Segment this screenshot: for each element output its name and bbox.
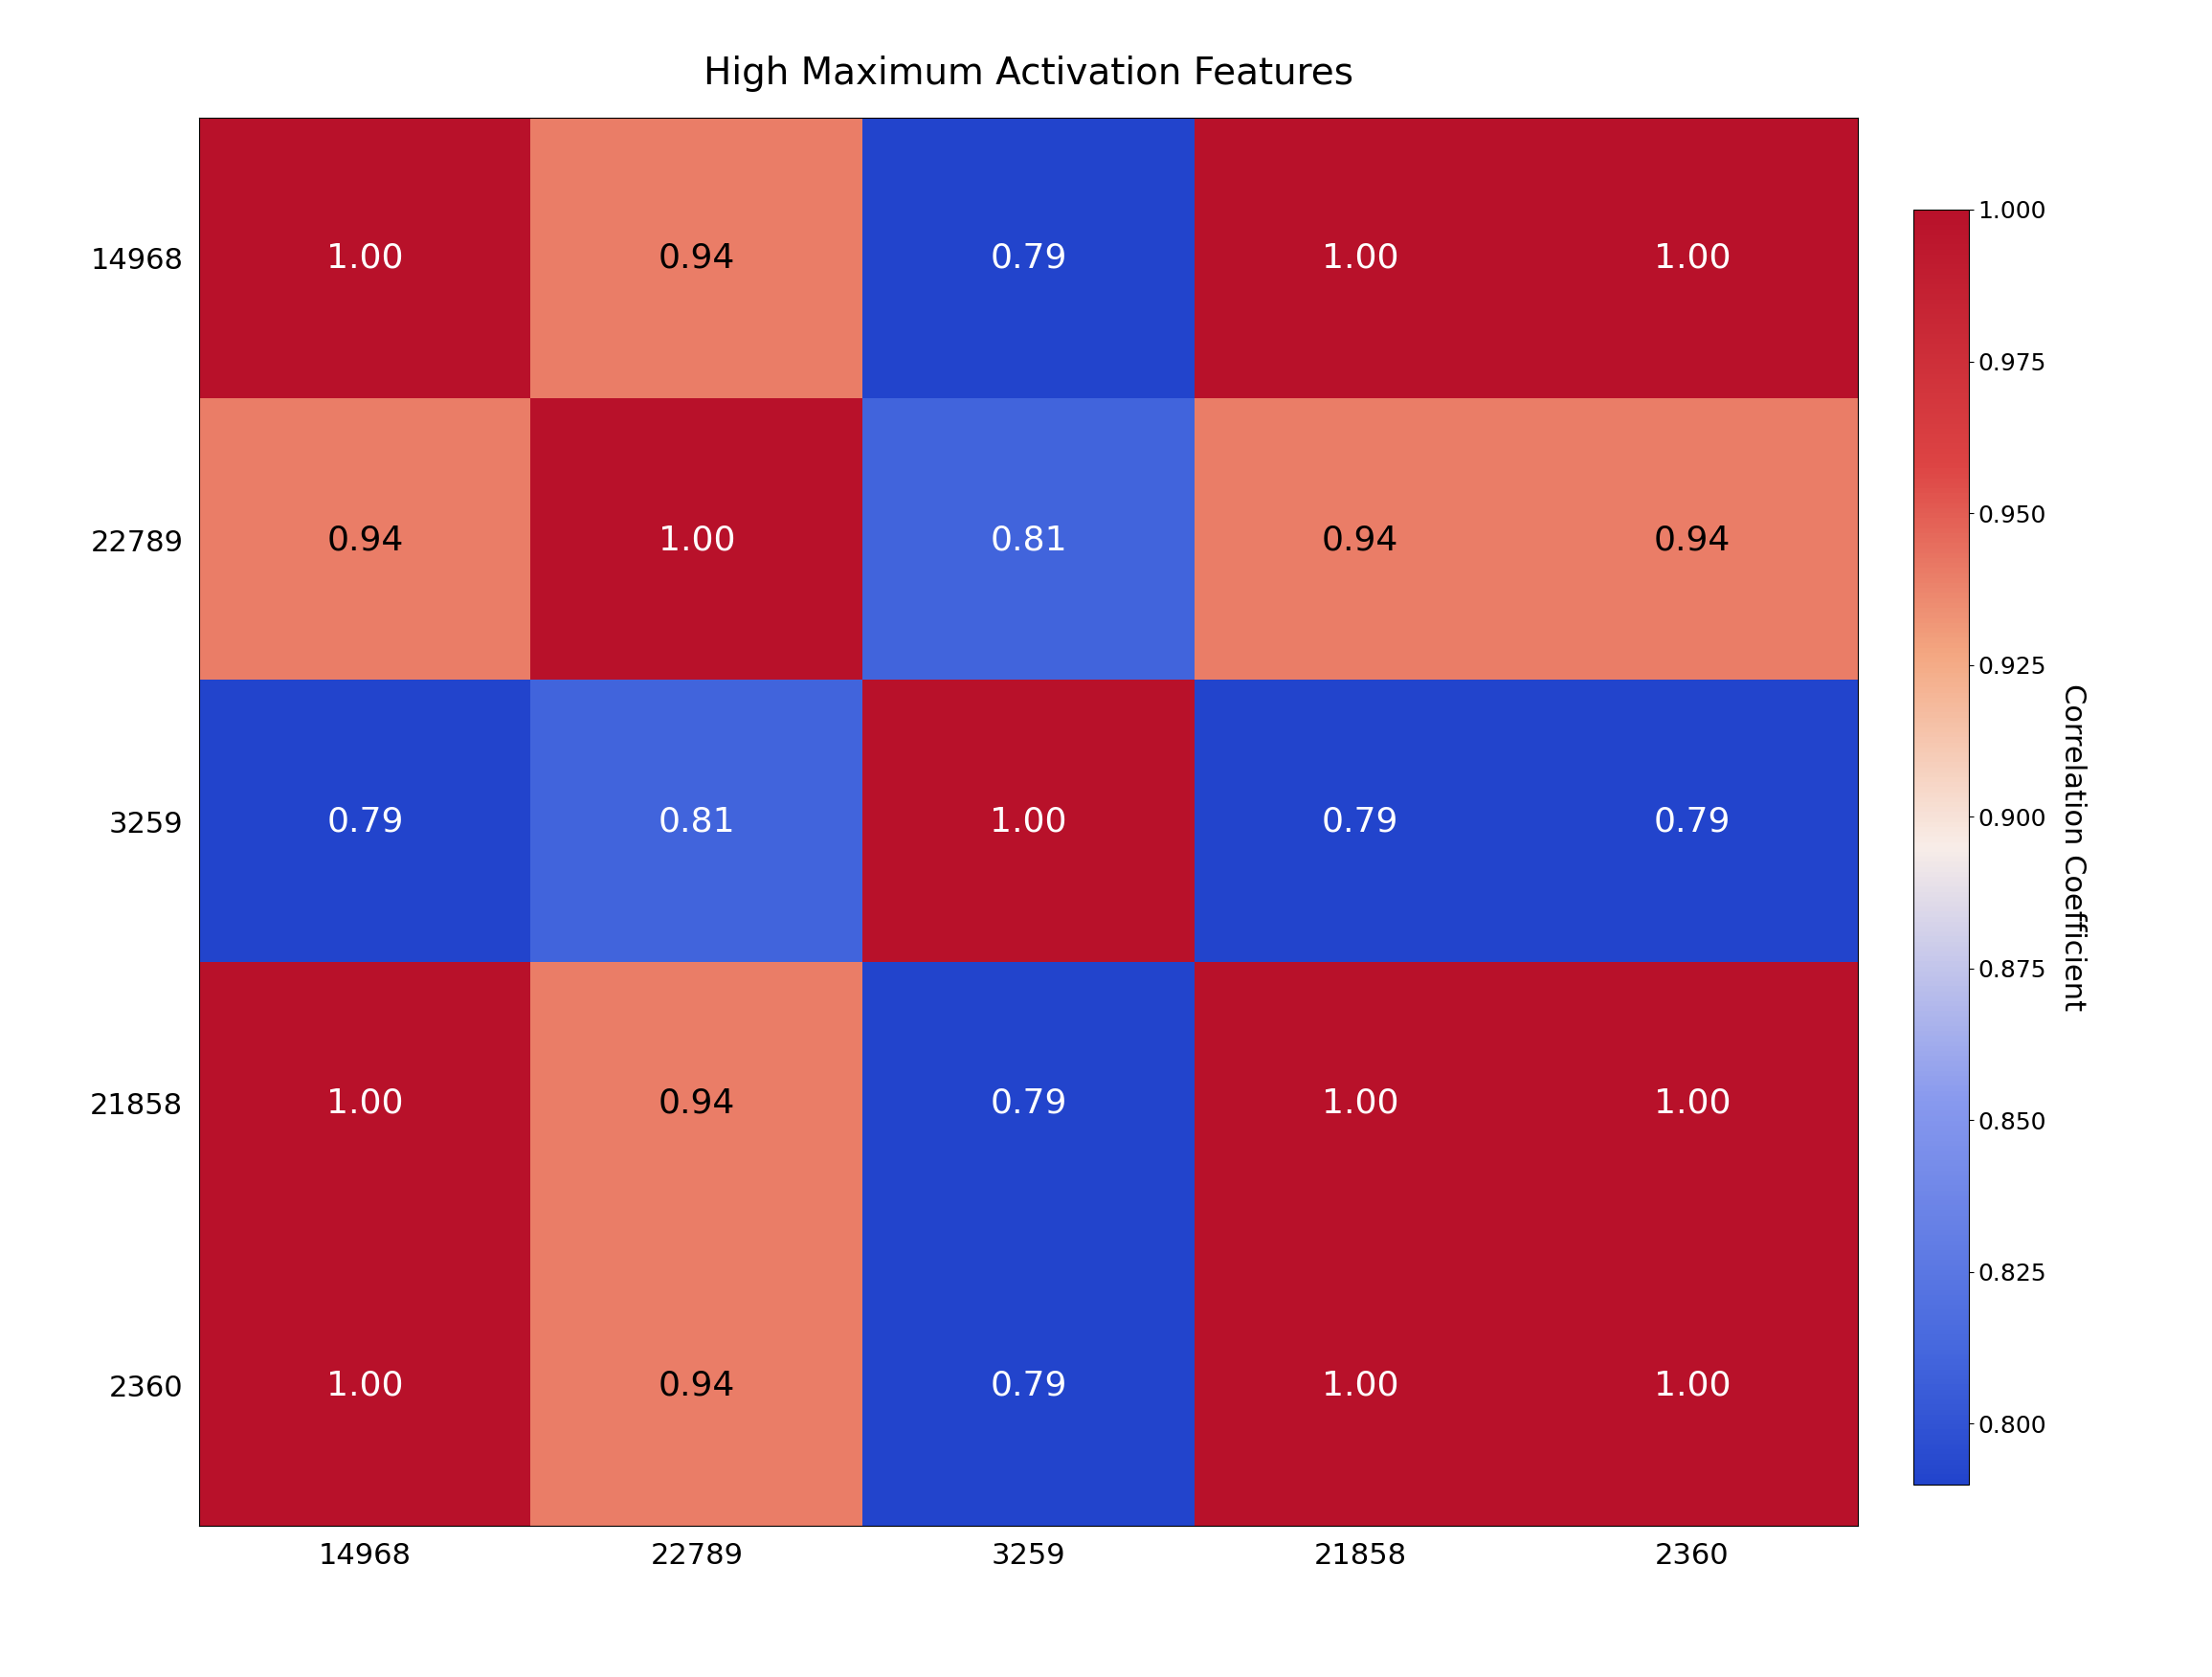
Text: 0.79: 0.79 [1655,805,1730,838]
Text: 0.81: 0.81 [991,523,1066,557]
Text: 1.00: 1.00 [1323,241,1398,275]
Text: 1.00: 1.00 [1323,1368,1398,1402]
Text: 1.00: 1.00 [1655,1368,1730,1402]
Text: 0.79: 0.79 [327,805,403,838]
Text: 0.94: 0.94 [659,1087,734,1120]
Title: High Maximum Activation Features: High Maximum Activation Features [703,55,1354,92]
Text: 0.79: 0.79 [991,1087,1066,1120]
Text: 1.00: 1.00 [327,1368,403,1402]
Text: 1.00: 1.00 [1323,1087,1398,1120]
Text: 1.00: 1.00 [991,805,1066,838]
Text: 0.94: 0.94 [1655,523,1730,557]
Text: 0.79: 0.79 [991,241,1066,275]
Text: 1.00: 1.00 [659,523,734,557]
Text: 0.79: 0.79 [1323,805,1398,838]
Text: 1.00: 1.00 [1655,1087,1730,1120]
Text: 0.81: 0.81 [659,805,734,838]
Text: 0.94: 0.94 [659,1368,734,1402]
Text: 1.00: 1.00 [327,1087,403,1120]
Text: 0.79: 0.79 [991,1368,1066,1402]
Y-axis label: Correlation Coefficient: Correlation Coefficient [2059,683,2086,1011]
Text: 1.00: 1.00 [327,241,403,275]
Text: 0.94: 0.94 [327,523,403,557]
Text: 0.94: 0.94 [659,241,734,275]
Text: 1.00: 1.00 [1655,241,1730,275]
Text: 0.94: 0.94 [1323,523,1398,557]
